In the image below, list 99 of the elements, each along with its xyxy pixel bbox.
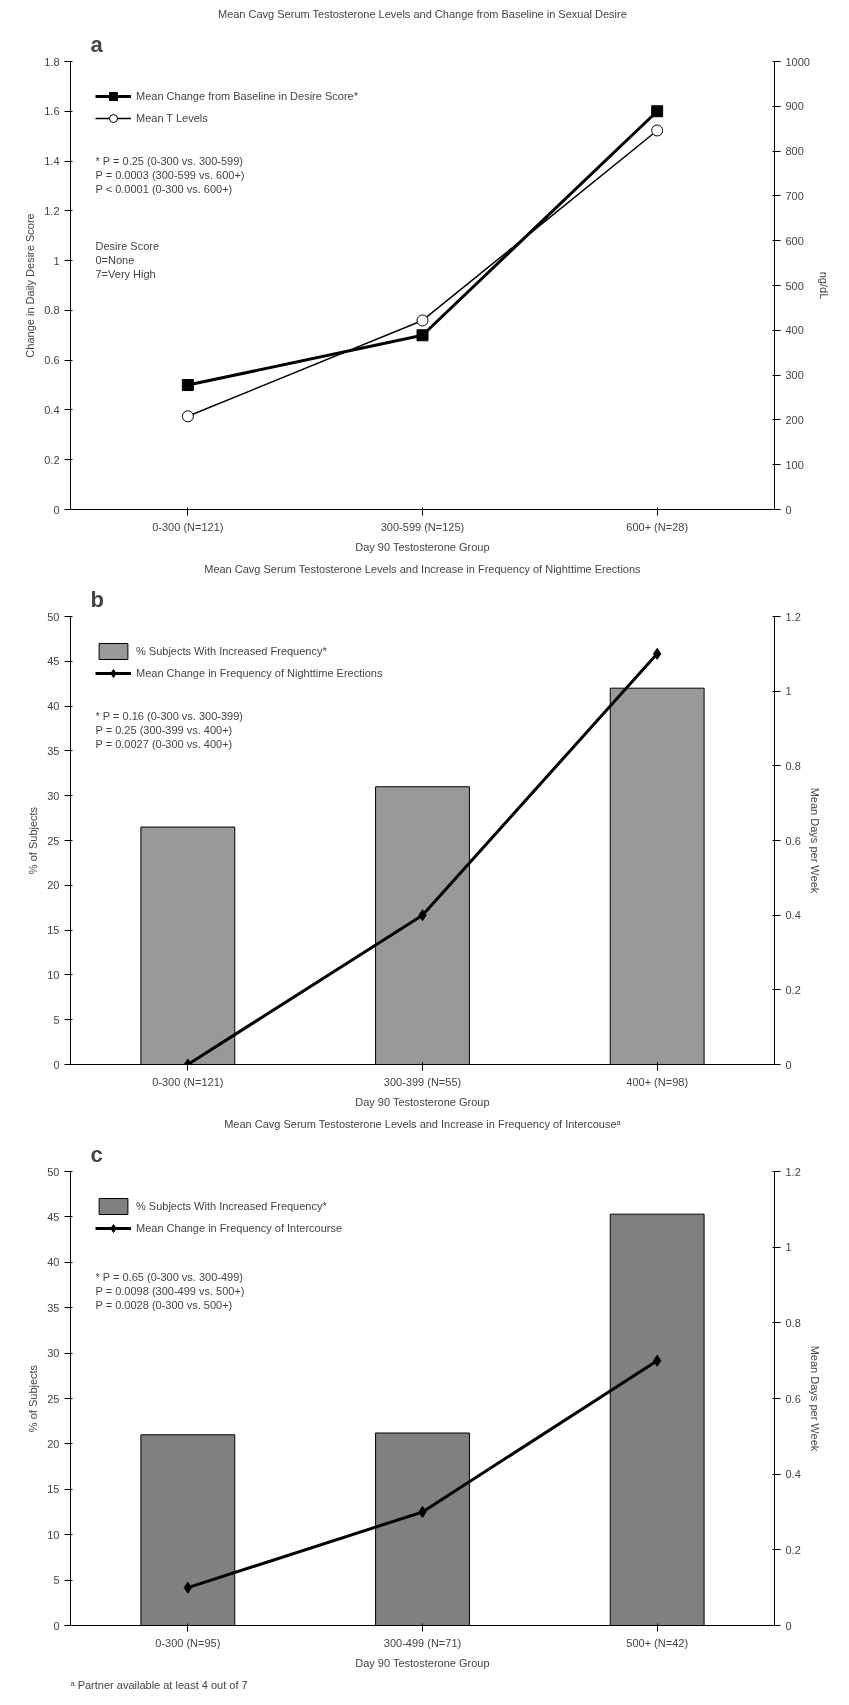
x-tick-label: 500+ (N=42) [626, 1636, 689, 1649]
y-tick-label: 25 [47, 834, 60, 847]
y-tick-label: 20 [47, 879, 60, 892]
y2-tick-label: 300 [785, 369, 804, 382]
y2-tick-label: 400 [785, 324, 804, 337]
y-tick-label: 50 [47, 610, 60, 623]
y-tick-label: 1.8 [44, 55, 60, 68]
legend-label: Mean Change in Frequency of Nighttime Erections [136, 667, 383, 679]
y2-tick-label: 0.8 [785, 759, 801, 772]
y2-tick-label: 1000 [785, 55, 810, 68]
x-tick-label: 400+ (N=98) [626, 1075, 689, 1088]
x-tick-label: 0-300 (N=95) [155, 1636, 221, 1649]
x-tick-label: 300-599 (N=125) [380, 520, 465, 533]
y-tick-label: 0.8 [44, 304, 60, 317]
y2-tick-label: 0.2 [785, 1543, 801, 1556]
x-tick-label: 600+ (N=28) [626, 520, 689, 533]
y-tick-label: 1.6 [44, 105, 60, 118]
y-tick-label: 15 [47, 1483, 60, 1496]
y-tick-label: 45 [47, 1210, 60, 1223]
y-tick-label: 0 [53, 503, 60, 516]
y2-tick-label: 0.4 [785, 909, 801, 922]
y2-tick-label: 800 [785, 145, 804, 158]
y2-tick-label: 500 [785, 279, 804, 292]
text: a [90, 31, 104, 57]
y2-tick-label: 1.2 [785, 610, 801, 623]
y2-tick-label: 0.8 [785, 1316, 801, 1329]
chart-title: Mean Cavg Serum Testosterone Levels and Increase in Frequency of Nighttime Erections [204, 562, 642, 575]
y-tick-label: 1.2 [44, 204, 60, 217]
y2-tick-label: 100 [785, 458, 804, 471]
text: ᵃ Partner available at least 4 out of 7 [70, 1678, 248, 1691]
x-tick-label: 0-300 (N=121) [152, 1075, 224, 1088]
y-tick-label: 35 [47, 1301, 60, 1314]
y2-tick-label: 600 [785, 234, 804, 247]
y2-axis-title: Mean Days per Week [808, 787, 821, 894]
y-tick-label: 20 [47, 1437, 60, 1450]
y2-tick-label: 1.2 [785, 1165, 801, 1178]
point [181, 410, 194, 423]
x-axis-title: Day 90 Testosterone Group [355, 1095, 490, 1108]
y2-tick-label: 900 [785, 100, 804, 113]
y-tick-label: 30 [47, 789, 60, 802]
y2-tick-label: 700 [785, 189, 804, 202]
annotation: * P = 0.65 (0-300 vs. 300-499) P = 0.0098 (300-499 vs. 500+) P = 0.0028 (0-300 vs. 500+) [95, 1270, 245, 1312]
annotation: Desire Score 0=None 7=Very High [95, 239, 160, 281]
point [416, 329, 429, 342]
point [418, 1506, 427, 1518]
y2-axis-title: ng/dL [817, 271, 830, 300]
text: b [90, 586, 104, 612]
legend-label: Mean T Levels [136, 112, 208, 124]
y-axis-title: % of Subjects [27, 806, 40, 875]
y2-tick-label: 0.6 [785, 834, 801, 847]
y-tick-label: 40 [47, 1256, 60, 1269]
point [651, 124, 664, 137]
y-tick-label: 5 [53, 1013, 60, 1026]
legend-label: % Subjects With Increased Frequency* [136, 645, 327, 657]
y-tick-label: 50 [47, 1165, 60, 1178]
chart-title: Mean Cavg Serum Testosterone Levels and Increase in Frequency of Intercouseᵃ [224, 1117, 622, 1130]
y2-tick-label: 0.2 [785, 983, 801, 996]
y2-tick-label: 0.6 [785, 1392, 801, 1405]
y-tick-label: 40 [47, 700, 60, 713]
point [416, 314, 429, 327]
y-tick-label: 30 [47, 1347, 60, 1360]
y2-tick-label: 0 [785, 1619, 792, 1632]
y-axis-title: % of Subjects [27, 1364, 40, 1433]
y-tick-label: 5 [53, 1574, 60, 1587]
y-tick-label: 10 [47, 1528, 60, 1541]
point [651, 105, 664, 118]
y-tick-label: 45 [47, 655, 60, 668]
y2-tick-label: 1 [785, 1241, 792, 1254]
text: c [90, 1141, 103, 1167]
legend-label: Mean Change in Frequency of Intercourse [136, 1222, 343, 1234]
y-tick-label: 0.2 [44, 453, 60, 466]
y-tick-label: 0 [53, 1619, 60, 1632]
y-tick-label: 1 [53, 254, 60, 267]
y2-tick-label: 0.4 [785, 1468, 801, 1481]
x-tick-label: 300-399 (N=55) [383, 1075, 462, 1088]
point [181, 379, 194, 392]
y-tick-label: 0.6 [44, 354, 60, 367]
y-tick-label: 15 [47, 924, 60, 937]
y-tick-label: 25 [47, 1392, 60, 1405]
x-axis-title: Day 90 Testosterone Group [355, 1656, 490, 1669]
y-tick-label: 10 [47, 968, 60, 981]
y2-tick-label: 0 [785, 503, 792, 516]
y2-tick-label: 1 [785, 685, 792, 698]
legend-label: % Subjects With Increased Frequency* [136, 1200, 327, 1212]
x-axis-title: Day 90 Testosterone Group [355, 540, 490, 553]
chart-title: Mean Cavg Serum Testosterone Levels and Change from Baseline in Sexual Desire [217, 7, 627, 20]
y-axis-title: Change in Daily Desire Score [24, 213, 37, 358]
x-tick-label: 0-300 (N=121) [152, 520, 224, 533]
y2-axis-title: Mean Days per Week [808, 1345, 821, 1452]
y2-tick-label: 0 [785, 1058, 792, 1071]
y-tick-label: 0 [53, 1058, 60, 1071]
annotation: * P = 0.25 (0-300 vs. 300-599) P = 0.0003 (300-599 vs. 600+) P < 0.0001 (0-300 vs. 600+) [95, 154, 245, 196]
y-tick-label: 1.4 [44, 155, 60, 168]
y-tick-label: 35 [47, 744, 60, 757]
annotation: * P = 0.16 (0-300 vs. 300-399) P = 0.25 (300-399 vs. 400+) P = 0.0027 (0-300 vs. 400+) [95, 709, 243, 751]
legend-label: Mean Change from Baseline in Desire Score* [136, 90, 358, 102]
y2-tick-label: 200 [785, 413, 804, 426]
x-tick-label: 300-499 (N=71) [383, 1636, 462, 1649]
y-tick-label: 0.4 [44, 403, 60, 416]
